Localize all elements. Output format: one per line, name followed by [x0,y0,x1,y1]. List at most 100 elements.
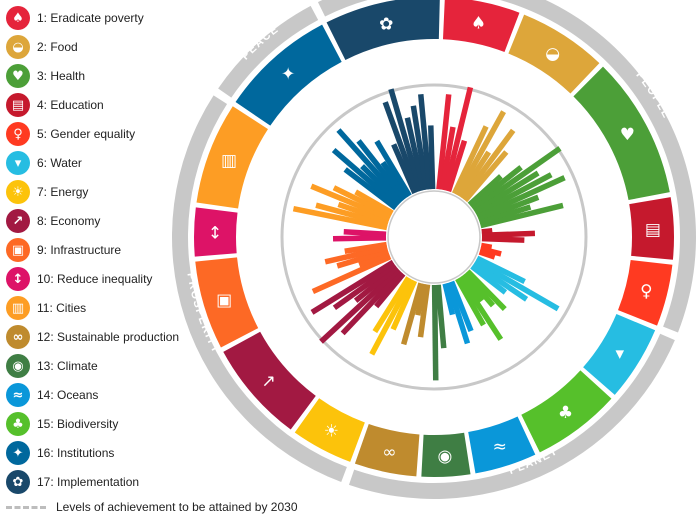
tree-icon: ♣ [6,412,30,436]
legend-item-label: 8: Economy [37,214,101,228]
legend-item-label: 12: Sustainable production [37,330,180,344]
buildings-icon: ▥ [221,151,237,171]
sun-icon: ☀ [324,421,339,441]
goal-segment-5 [618,259,673,326]
bar-goal-3 [469,165,523,210]
bar-goal-6 [470,264,508,295]
bar-goal-4 [481,228,493,235]
group-ring [171,0,696,500]
cubes-icon: ▣ [216,291,232,311]
fish-icon: ≈ [493,437,507,457]
rings-icon: ✿ [6,470,30,494]
bar-goal-16 [360,164,402,206]
bar-goal-3 [475,172,553,217]
legend-item: ☀ 7: Energy [6,179,88,205]
legend-item-label: 11: Cities [37,301,87,315]
heartbeat-icon: ♥ [6,64,30,88]
legend-item: ≈14: Oceans [6,382,98,408]
legend-item-label: 16: Institutions [37,446,115,460]
bar-goal-9 [336,248,389,269]
bar-goal-2 [463,150,509,203]
bar-goal-1 [445,139,468,193]
goal-segment-7 [294,398,365,462]
bar-goal-6 [475,255,526,285]
family-icon: ♠ [471,14,486,34]
legend-item-label: 10: Reduce inequality [37,272,153,286]
bar-goal-11 [354,189,394,216]
bar-goal-5 [478,249,496,260]
legend-item: ▥ 11: Cities [6,295,86,321]
level-note-label: Levels of achievement to be attained by … [56,500,298,514]
legend-item: ♠ 1: Eradicate poverty [6,5,144,31]
legend-item: ↕ 10: Reduce inequality [6,266,152,292]
legend-item-label: 6: Water [37,156,82,170]
bar-goal-3 [476,175,566,220]
bar-goal-16 [343,167,398,211]
bar-goal-7 [372,276,411,334]
bar-goal-14 [442,283,456,316]
goal-segment-17 [326,0,440,60]
cubes-icon: ▣ [6,238,30,262]
bar-goal-12 [400,282,424,346]
water-drop-icon: ▾ [615,344,624,364]
bar-goal-16 [374,139,412,198]
bar-goal-17 [388,88,424,192]
group-arc-planet [348,333,675,500]
bar-goal-5 [479,246,502,257]
bar-goal-8 [353,265,399,303]
bar-goal-15 [455,277,486,327]
goal-segment-8 [223,331,316,430]
bar-goal-15 [465,269,507,311]
goal-segment-15 [521,370,612,453]
goal-segments: ♠ ◒ ♥ ▤ ♀ ▾ ♣ ≈ ◉ ∞ ☀ ↗ ▣ ↕ ▥ ✦ ✿ [194,0,674,478]
bar-goal-10 [332,235,387,242]
bowl-icon: ◒ [545,44,560,64]
bar-goal-17 [410,105,430,191]
bar-goal-15 [457,275,504,341]
bar-goal-13 [431,284,439,381]
bar-goal-2 [457,150,492,199]
group-arc-people [499,0,696,333]
eye-globe-icon: ◉ [6,354,30,378]
legend-item: ♀ 5: Gender equality [6,121,135,147]
goal-segment-1 [442,0,520,52]
bar-goal-6 [472,261,529,302]
growth-chart-icon: ↗ [6,209,30,233]
dashed-line-icon [6,505,46,509]
arrows-icon: ↕ [208,223,222,243]
goal-segment-9 [195,257,259,348]
goal-segment-13 [421,432,471,478]
bar-goal-9 [311,254,392,294]
bar-goal-2 [460,128,516,201]
legend-item-label: 13: Climate [37,359,98,373]
bar-goal-17 [391,143,418,195]
goal-segment-11 [196,106,268,209]
goal-segment-2 [508,14,600,94]
infinity-icon: ∞ [6,325,30,349]
bar-goal-17 [418,93,433,190]
inner-hole-ring [387,190,481,284]
legend-item: ✿ 17: Implementation [6,469,139,495]
legend-item: ▤ 4: Education [6,92,104,118]
bar-goal-9 [324,245,388,265]
tree-icon: ♣ [558,403,573,423]
goal-segment-14 [468,416,536,474]
bar-goal-13 [435,284,447,349]
legend-item: ▾ 6: Water [6,150,82,176]
bar-goal-3 [471,146,562,212]
bar-goal-8 [319,267,401,344]
bar-goal-8 [310,259,395,315]
bar-goal-16 [336,128,405,204]
arrows-icon: ↕ [6,267,30,291]
bar-goal-1 [439,126,456,191]
legend-item: ♥ 3: Health [6,63,85,89]
bar-goal-7 [369,278,414,356]
legend-item-label: 3: Health [37,69,86,83]
bar-goal-1 [436,94,452,190]
book-icon: ▤ [645,220,661,240]
legend-item: ◉ 13: Climate [6,353,98,379]
bar-goal-12 [415,283,427,316]
bar-goal-8 [340,269,403,336]
infinity-icon: ∞ [382,442,396,462]
